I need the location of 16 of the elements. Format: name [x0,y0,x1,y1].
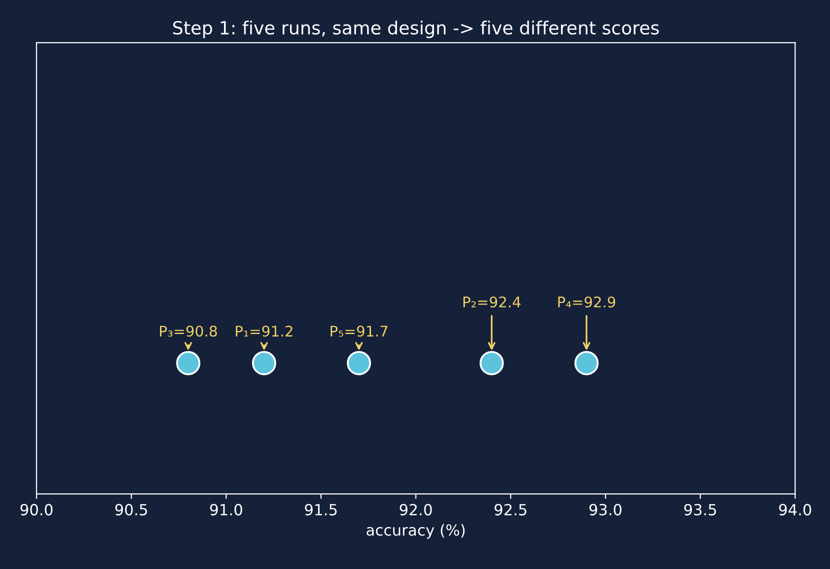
x-axis-title: accuracy (%) [366,524,465,539]
x-tick-label: 91.5 [304,504,337,516]
chart-title: Step 1: five runs, same design -> five different scores [173,20,659,38]
x-tick-label: 90.5 [115,504,148,516]
x-tick-label: 91.0 [210,504,242,516]
x-tick-label: 93.5 [684,504,716,516]
x-tick-label: 90.0 [20,504,53,516]
x-tick-label: 94.0 [779,504,812,516]
data-label: P₃=90.8 [160,326,217,337]
data-label: P₁=91.2 [236,326,292,337]
x-tick-label: 92.5 [494,504,526,516]
x-tick-label: 92.0 [400,504,432,516]
data-label: P₅=91.7 [330,326,388,337]
data-label: P₂=92.4 [463,296,521,308]
x-tick-label: 93.0 [589,504,622,516]
data-label: P₄=92.9 [558,296,616,308]
